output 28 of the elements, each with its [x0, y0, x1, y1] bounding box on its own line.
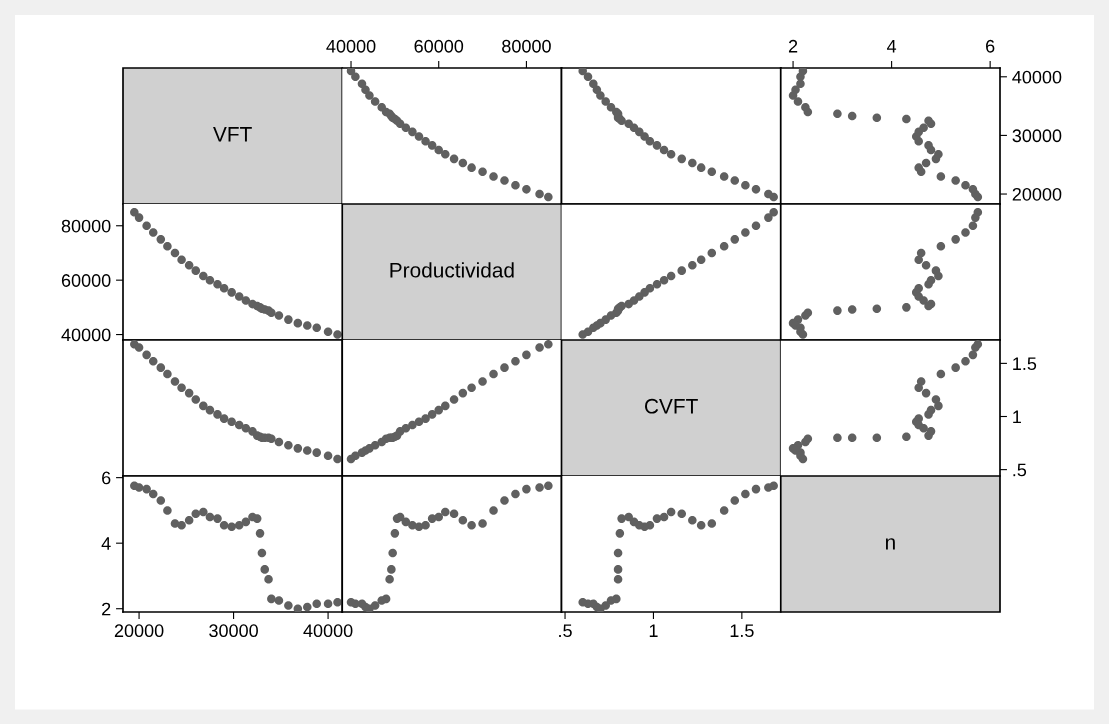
y-tick-label: 60000	[61, 274, 111, 287]
y-tick-label: 40000	[61, 328, 111, 342]
x-tick-label: 1	[649, 624, 658, 637]
y-tick-label: 4	[101, 537, 111, 550]
text: CVFT	[644, 398, 698, 414]
y-tick-label: 1.5	[1013, 357, 1037, 371]
x-tick-label: 80000	[502, 39, 551, 53]
y-tick-label: 40000	[1012, 70, 1062, 84]
y-tick-label: 80000	[61, 219, 111, 233]
x-tick-label: 2	[788, 39, 798, 53]
x-tick-label: 6	[986, 39, 995, 53]
text: Productividad	[390, 262, 514, 278]
x-tick-label: .5	[559, 624, 572, 638]
text: VFT	[213, 127, 252, 142]
y-tick-label: 2	[102, 602, 111, 616]
text: n	[885, 538, 895, 550]
x-tick-label: 20000	[114, 624, 164, 638]
x-tick-label: 40000	[326, 39, 376, 53]
x-tick-label: 4	[887, 40, 897, 53]
y-tick-label: 30000	[1012, 129, 1062, 143]
x-tick-label: 60000	[414, 39, 464, 53]
x-tick-label: 40000	[303, 624, 353, 638]
y-tick-label: 1	[1013, 410, 1021, 424]
y-tick-label: .5	[1013, 463, 1027, 477]
y-tick-label: 20000	[1012, 187, 1062, 201]
y-tick-label: 6	[102, 471, 111, 485]
x-tick-label: 1.5	[730, 624, 754, 638]
x-tick-label: 30000	[209, 624, 258, 638]
